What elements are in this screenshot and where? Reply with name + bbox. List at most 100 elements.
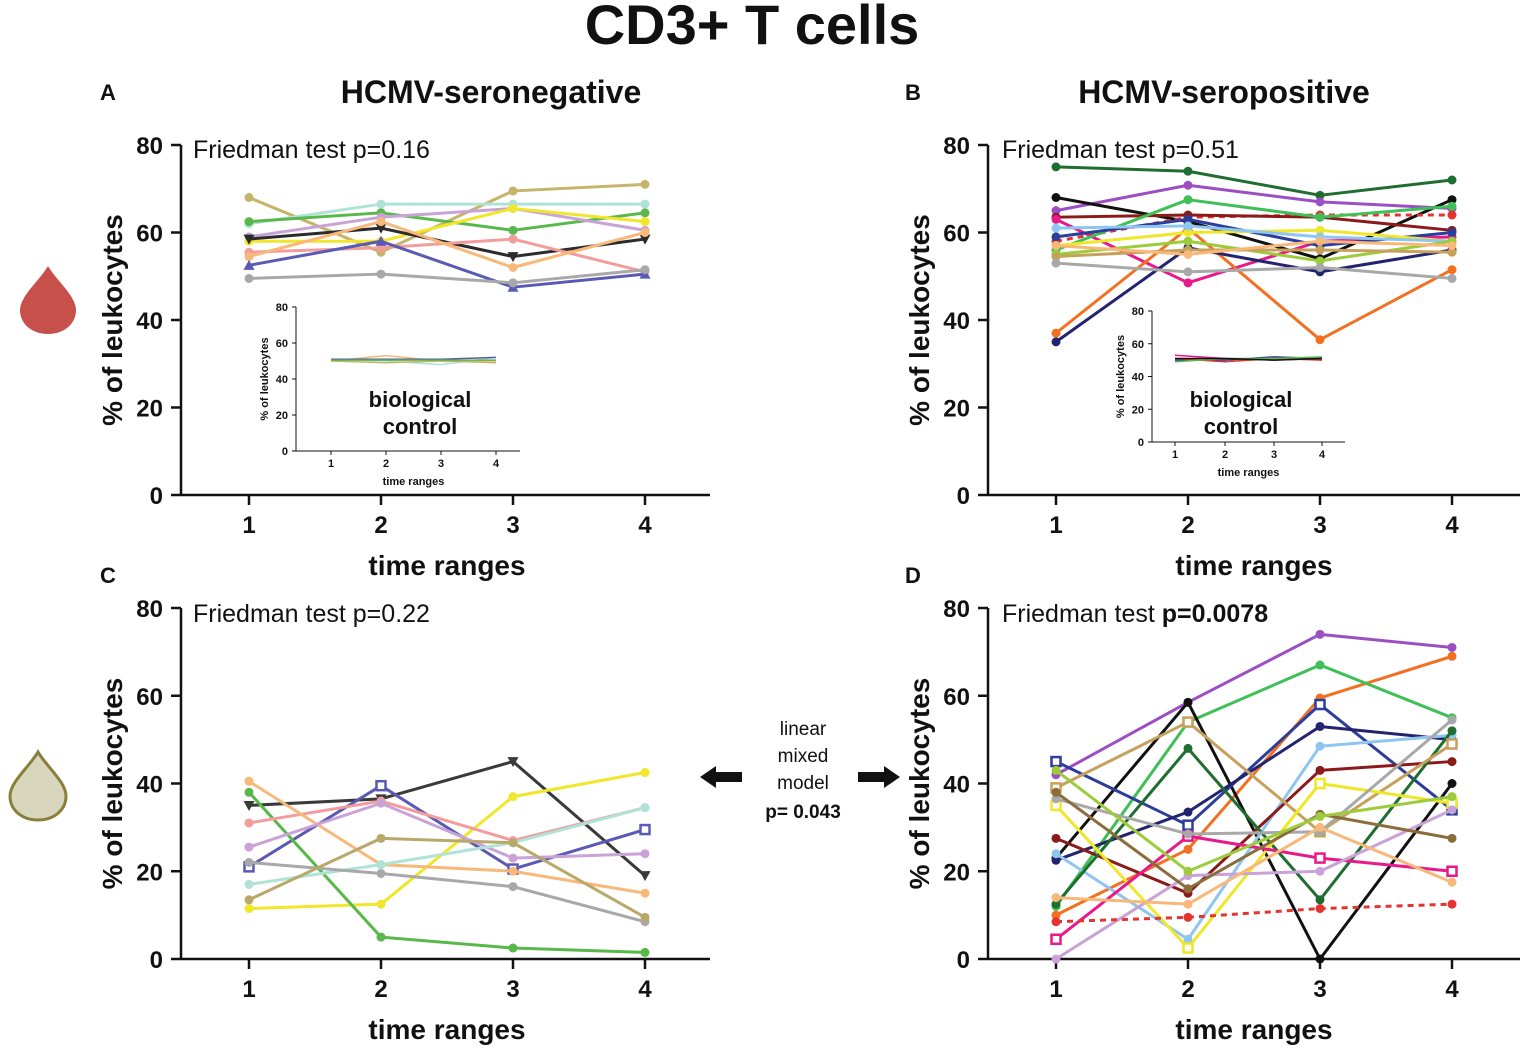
panel-b-point-s1-1: [1051, 162, 1061, 172]
panel-a-point-s10-2: [376, 269, 386, 279]
panel-a-point-s6-1: [243, 234, 255, 245]
panel-b-y-tick-label: 20: [943, 396, 970, 423]
panel-a-point-s6-3: [507, 252, 519, 263]
panel-c-series-line-s5: [248, 799, 646, 843]
panel-b-point-s16-4: [1447, 273, 1457, 283]
panel-b-point-s11-3: [1315, 225, 1325, 235]
panel-b-point-s16-3: [1315, 263, 1325, 272]
panel-d-series-line-s6: [1055, 724, 1453, 862]
panel-a-point-s8-2: [376, 217, 386, 227]
panel-a-inset-y-tick-label: 60: [276, 338, 288, 350]
panel-b-point-s3-4: [1447, 195, 1457, 205]
panel-d-point-s9-2: [1183, 743, 1193, 753]
panel-c-point-s4-3: [508, 943, 518, 953]
panel-a-point-s10-3: [508, 278, 518, 288]
panel-d-x-tick-label: 3: [1313, 976, 1326, 1003]
panel-a-inset-y-tick-label: 40: [276, 374, 288, 386]
panel-b-series-line-s2: [1055, 183, 1453, 213]
panel-b-inset-x-tick-label: 3: [1271, 449, 1277, 461]
panel-c-y-tick-label: 20: [136, 859, 163, 886]
panel-d-point-s17-1: [1051, 765, 1061, 775]
panel-a-point-s8-4: [640, 228, 650, 237]
panel-d-y-tick-label: 40: [943, 772, 970, 799]
panel-a-point-s7-3: [508, 234, 518, 244]
panel-c-point-s4-1: [244, 787, 254, 797]
panel-c-point-s1-1: [243, 800, 255, 811]
panel-a-point-s10-1: [244, 273, 254, 283]
lmm-line3: model: [777, 773, 829, 794]
panel-b-series-line-s15: [1055, 239, 1453, 256]
panel-b-point-s2-1: [1051, 206, 1061, 216]
panel-c-point-s2-1: [244, 904, 254, 914]
panel-b-inset-y-axis-label: % of leukocytes: [1115, 335, 1127, 418]
panel-b-point-s6-2: [1183, 278, 1193, 288]
panel-a-point-s6-2: [375, 223, 387, 234]
panel-c-point-s6-1: [244, 776, 254, 786]
panel-c-series-line-s1: [248, 760, 646, 877]
arrow-left-icon: [700, 766, 742, 788]
panel-b-inset-x-axis-label: time ranges: [1218, 467, 1280, 479]
linear-mixed-model-annotation: linear mixed model p= 0.043: [700, 719, 900, 823]
panel-a-point-s9-2: [375, 235, 387, 246]
panel-a-point-s3-3: [508, 225, 518, 235]
panel-c-point-s8-1: [244, 879, 254, 889]
panel-b-inset-y-tick-label: 60: [1132, 339, 1144, 351]
panel-a-inset-x-tick-label: 3: [438, 458, 444, 470]
panel-a-friedman-pvalue: p=0.16: [353, 136, 430, 164]
panel-d-series-line-s12: [1055, 834, 1453, 941]
panel-d-point-s14-3: [1315, 866, 1325, 876]
panel-b-x-tick-label: 4: [1445, 512, 1459, 539]
panel-c-point-s8-2: [376, 860, 386, 870]
panel-d-point-s3-3: [1315, 660, 1325, 670]
panel-d-point-s2-1: [1051, 910, 1061, 920]
panel-d-point-s12-1: [1050, 933, 1062, 946]
panel-b-x-tick-label: 2: [1181, 512, 1194, 539]
panel-d-point-s15-4: [1447, 833, 1457, 843]
panel-a-series-line-s4: [248, 206, 646, 239]
panel-c-y-tick-label: 80: [136, 596, 163, 623]
panel-d-point-s16-4: [1447, 877, 1457, 887]
panel-a-series-line-s10: [248, 268, 646, 285]
panel-d-point-s2-2: [1183, 844, 1193, 854]
panel-c-point-s7-1: [244, 842, 254, 852]
panel-b-series-line-s3: [1055, 196, 1453, 261]
panel-b-y-tick-label: 80: [943, 133, 970, 160]
panel-b-y-tick-label: 40: [943, 308, 970, 335]
panel-a-y-tick-label: 80: [136, 133, 163, 160]
panel-c-point-s9-2: [376, 868, 386, 878]
panel-d-point-s17-3: [1315, 811, 1325, 821]
panel-c-y-axis-label: % of leukocytes: [97, 678, 128, 890]
panel-c-point-s7-4: [640, 849, 650, 859]
panel-c-series-line-s6: [248, 780, 646, 895]
panel-b-inset-y-tick-label: 40: [1132, 372, 1144, 384]
panel-d-point-s6-3: [1315, 721, 1325, 731]
panel-d-point-s4-4: [1447, 779, 1457, 788]
panel-c-friedman-pvalue: p=0.22: [353, 600, 430, 628]
panel-b-inset-y-tick-label: 20: [1132, 404, 1144, 416]
panel-c-point-s2-2: [376, 899, 386, 909]
panel-c-series-line-s4: [247, 791, 646, 954]
panel-b-x-tick-label: 1: [1049, 512, 1062, 539]
panel-d-y-axis-label: % of leukocytes: [904, 678, 935, 890]
panel-d-point-s7-3: [1315, 741, 1325, 751]
panel-c-friedman-annotation: Friedman test p=0.22: [193, 600, 430, 628]
panel-d-friedman-label: Friedman test: [1002, 600, 1162, 628]
panel-b-point-s7-3: [1315, 212, 1325, 222]
panel-d-point-s8-1: [1051, 833, 1061, 843]
panel-d-point-s9-4: [1447, 726, 1457, 736]
panel-d-x-tick-label: 4: [1445, 976, 1459, 1003]
fluid-drop-icon: [8, 748, 68, 822]
panel-d-point-s6-2: [1183, 807, 1193, 817]
panel-a-inset-y-tick-label: 0: [282, 446, 288, 458]
panel-c-point-s10-2: [376, 833, 386, 843]
panel-b-point-s8-1: [1051, 232, 1061, 242]
panel-d-friedman-pvalue: p=0.0078: [1162, 600, 1268, 628]
panel-b-inset-series-line-c4: [1174, 356, 1323, 363]
panel-a-title: HCMV-seronegative: [341, 74, 642, 110]
panel-d-series-line-s15: [1055, 791, 1453, 891]
panel-b-inset-x-tick-label: 1: [1172, 449, 1178, 461]
panel-c-y-tick-label: 40: [136, 772, 163, 799]
panel-b-friedman-pvalue: p=0.51: [1162, 136, 1239, 164]
